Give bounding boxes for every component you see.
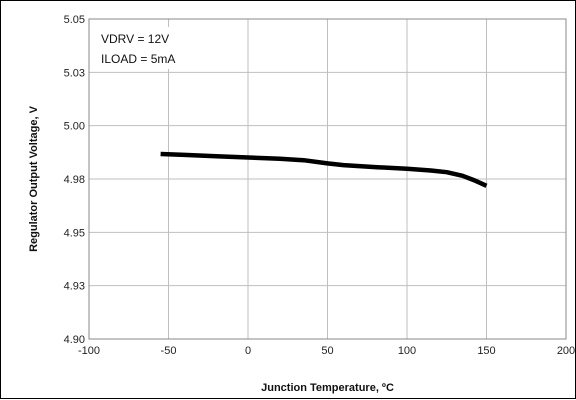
annotation-vdrv: VDRV = 12V (101, 32, 169, 46)
y-tick-label: 4.93 (64, 281, 85, 293)
y-tick-label: 5.05 (64, 14, 85, 26)
series-line-0 (160, 151, 488, 188)
x-tick-label: -50 (161, 345, 177, 357)
series-layer (160, 151, 488, 188)
y-tick-labels: 4.90 4.93 4.95 4.98 5.00 5.03 5.05 (64, 14, 85, 346)
x-tick-label: 200 (557, 345, 575, 357)
y-tick-label: 5.00 (64, 121, 85, 133)
annotation-iload: ILOAD = 5mA (101, 52, 175, 66)
x-axis-label: Junction Temperature, ºC (261, 382, 394, 394)
annotation-box (97, 27, 191, 69)
y-tick-label: 4.95 (64, 227, 85, 239)
y-axis-label: Regulator Output Voltage, V (28, 105, 40, 252)
y-tick-label: 4.98 (64, 174, 85, 186)
y-tick-label: 5.03 (64, 67, 85, 79)
x-tick-label: 50 (321, 345, 333, 357)
y-tick-label: 4.90 (64, 334, 85, 346)
plot-area (88, 18, 567, 340)
grid-lines (89, 19, 566, 339)
x-tick-label: -100 (78, 345, 100, 357)
x-tick-label: 150 (477, 345, 495, 357)
x-tick-label: 0 (245, 345, 251, 357)
x-tick-label: 100 (398, 345, 416, 357)
x-tick-labels: -100 -50 0 50 100 150 200 (78, 345, 575, 357)
